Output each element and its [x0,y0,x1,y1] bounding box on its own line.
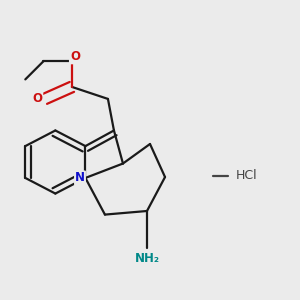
Text: N: N [75,171,85,184]
Text: HCl: HCl [235,169,257,182]
Text: NH₂: NH₂ [134,252,160,265]
Text: O: O [32,92,42,105]
Text: O: O [70,50,80,63]
